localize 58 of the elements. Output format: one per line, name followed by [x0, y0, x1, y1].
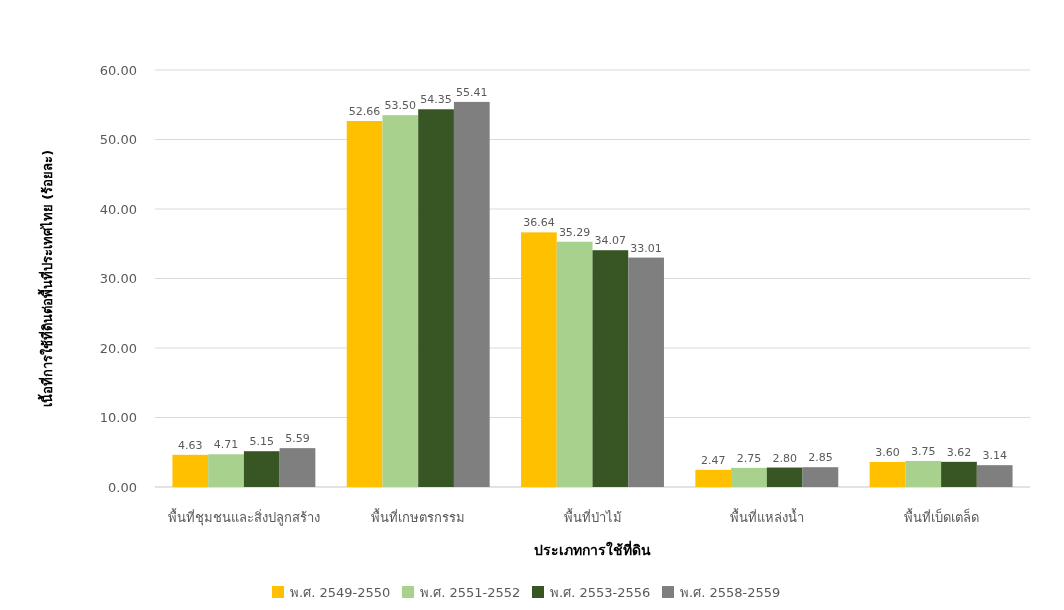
- legend-label: พ.ศ. 2553-2556: [550, 584, 651, 600]
- y-tick-label: 20.00: [99, 340, 137, 356]
- bar: [869, 461, 906, 487]
- bar: [346, 121, 383, 487]
- data-label: 2.75: [736, 451, 762, 465]
- x-tick-label: พื้นที่แหล่งน้ำ: [729, 508, 804, 525]
- bar: [453, 101, 490, 487]
- x-axis-title: ประเภทการใช้ที่ดิน: [534, 540, 651, 558]
- y-tick-label: 10.00: [99, 410, 137, 426]
- data-label: 2.80: [772, 451, 797, 465]
- data-label: 4.71: [213, 438, 239, 452]
- y-tick-label: 50.00: [99, 132, 137, 148]
- x-tick-label: พื้นที่ป่าไม้: [563, 508, 622, 525]
- data-label: 55.41: [456, 85, 488, 99]
- y-tick-label: 60.00: [99, 62, 137, 78]
- data-label: 54.35: [420, 93, 452, 107]
- x-tick-label: พื้นที่เกษตรกรรม: [371, 508, 466, 525]
- y-tick-label: 30.00: [99, 271, 137, 287]
- data-label: 33.01: [630, 241, 662, 255]
- bar: [941, 461, 977, 487]
- data-label: 53.50: [384, 99, 417, 113]
- legend-label: พ.ศ. 2558-2559: [680, 584, 781, 600]
- y-axis-title: เนื้อที่การใช้ที่ดินต่อพื้นที่ประเทศไทย (ร้อยละ): [37, 149, 55, 408]
- bar: [976, 465, 1013, 487]
- data-label: 52.66: [348, 105, 381, 119]
- bar: [279, 448, 316, 487]
- data-label: 3.75: [910, 444, 936, 458]
- y-tick-label: 0.00: [108, 479, 137, 495]
- data-label: 36.64: [523, 216, 555, 230]
- data-label: 3.62: [946, 445, 972, 459]
- x-tick-label: พื้นที่ชุมชนและสิ่งปลูกสร้าง: [167, 508, 320, 526]
- data-label: 2.85: [808, 451, 833, 465]
- data-label: 3.14: [982, 449, 1007, 463]
- data-label: 35.29: [558, 225, 591, 239]
- bar: [418, 109, 454, 487]
- bar: [172, 454, 209, 487]
- data-label: 2.47: [700, 453, 726, 467]
- legend-label: พ.ศ. 2551-2552: [420, 584, 521, 600]
- bar: [243, 451, 280, 487]
- data-label: 3.60: [875, 445, 900, 459]
- x-tick-label: พื้นที่เบ็ดเตล็ด: [903, 508, 979, 525]
- bar: [802, 467, 839, 487]
- legend-label: พ.ศ. 2549-2550: [290, 584, 391, 600]
- bar: [695, 469, 732, 487]
- bar: [628, 257, 664, 487]
- data-label: 4.63: [178, 438, 203, 452]
- data-label: 34.07: [594, 234, 627, 248]
- bar: [382, 115, 419, 487]
- bar: [521, 232, 557, 487]
- data-label: 5.15: [249, 435, 275, 449]
- bar: [556, 241, 593, 487]
- bar: [592, 250, 629, 487]
- bar: [905, 460, 942, 487]
- data-label: 5.59: [285, 432, 310, 446]
- y-tick-label: 40.00: [99, 201, 137, 217]
- bar: [766, 467, 803, 487]
- bar: [731, 467, 767, 487]
- bar: [208, 454, 244, 487]
